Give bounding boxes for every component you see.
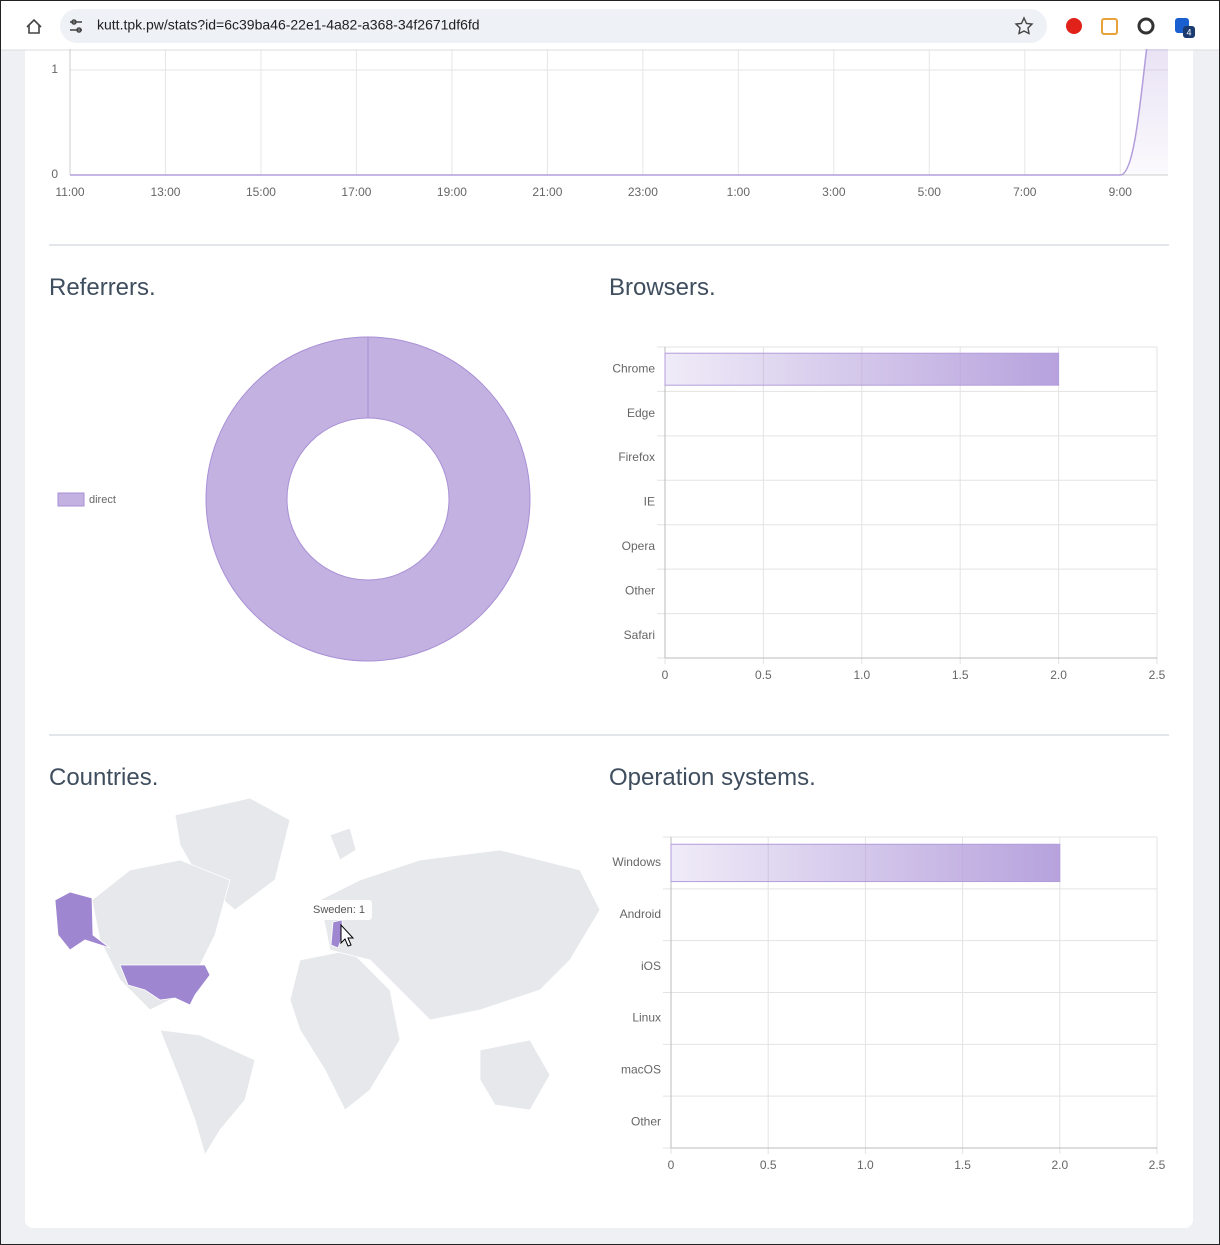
y-tick-label: Chrome [612, 361, 655, 375]
cursor [340, 923, 355, 947]
address-bar[interactable] [60, 9, 1047, 43]
y-tick-label: Other [625, 584, 655, 598]
y-tick-label: Windows [612, 855, 661, 869]
x-tick-label: 2.0 [1051, 1158, 1068, 1172]
y-tick-label: Edge [627, 406, 655, 420]
legend-label: direct [89, 494, 116, 506]
extension-icon[interactable] [1137, 17, 1155, 35]
y-tick-label: Other [631, 1114, 661, 1128]
x-tick-label: 15:00 [246, 185, 276, 199]
bar [670, 843, 1061, 883]
x-tick-label: 1.0 [857, 1158, 874, 1172]
y-tick-label: 1 [51, 62, 58, 76]
y-tick-label: Safari [624, 628, 655, 642]
home-button[interactable] [26, 18, 42, 34]
x-tick-label: 0 [668, 1158, 675, 1172]
extension-icon[interactable] [1101, 18, 1118, 35]
x-tick-label: 2.5 [1149, 668, 1166, 682]
highlighted-countries [54, 891, 344, 1006]
y-tick-label: iOS [641, 959, 661, 973]
extension-icon[interactable] [1066, 18, 1082, 34]
y-tick-label: 0 [51, 167, 58, 181]
x-tick-label: 17:00 [341, 185, 371, 199]
tooltip-text: Sweden: 1 [313, 904, 365, 916]
content-card [25, 40, 1193, 1228]
x-tick-label: 21:00 [532, 185, 562, 199]
y-tick-label: Linux [632, 1011, 661, 1025]
x-tick-label: 2.0 [1050, 668, 1067, 682]
x-tick-label: 5:00 [918, 185, 942, 199]
x-tick-label: 23:00 [628, 185, 658, 199]
x-tick-label: 1:00 [727, 185, 751, 199]
section-title: Countries. [49, 764, 158, 791]
y-tick-label: Android [620, 907, 661, 921]
y-tick-label: macOS [621, 1062, 661, 1076]
x-tick-label: 13:00 [150, 185, 180, 199]
chart-title: Referrers. [49, 274, 156, 301]
pie-slice [205, 336, 531, 662]
y-tick-label: IE [644, 495, 655, 509]
bar [664, 352, 1060, 386]
x-tick-label: 9:00 [1109, 185, 1133, 199]
bookmark-star[interactable] [1014, 16, 1034, 35]
chart-title: Browsers. [609, 274, 716, 301]
y-tick-label: Firefox [618, 450, 655, 464]
url: kutt.tpk.pw/stats?id=6c39ba46-22e1-4a82-… [97, 17, 480, 33]
x-tick-label: 0 [662, 668, 669, 682]
x-tick-label: 11:00 [55, 185, 84, 199]
extension-badge-count: 4 [1186, 27, 1191, 37]
x-tick-label: 1.5 [954, 1158, 971, 1172]
chart-title: Operation systems. [609, 764, 816, 791]
x-tick-label: 2.5 [1149, 1158, 1166, 1172]
x-tick-label: 19:00 [437, 185, 467, 199]
site-settings-icon[interactable] [70, 19, 82, 33]
y-tick-label: Opera [622, 539, 656, 553]
x-tick-label: 3:00 [822, 185, 846, 199]
legend-swatch [57, 492, 85, 507]
tooltip [306, 900, 372, 920]
x-tick-label: 0.5 [760, 1158, 777, 1172]
line [70, 49, 1148, 176]
extension-badge [1183, 26, 1195, 38]
x-tick-label: 1.0 [853, 668, 870, 682]
x-tick-label: 7:00 [1013, 185, 1037, 199]
x-tick-label: 0.5 [755, 668, 772, 682]
x-tick-label: 1.5 [952, 668, 969, 682]
